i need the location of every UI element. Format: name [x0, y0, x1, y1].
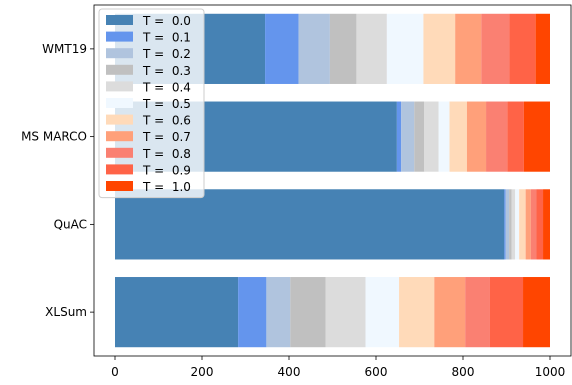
y-tick-label: WMT19 — [42, 42, 87, 56]
bar-ms-marco-t4 — [424, 101, 439, 172]
bar-ms-marco-t8 — [486, 101, 508, 172]
x-tick-label: 200 — [191, 365, 214, 379]
legend-swatch — [106, 181, 133, 191]
bar-xlsum-t0 — [115, 277, 239, 348]
bar-ms-marco-t1 — [396, 101, 402, 172]
bar-wmt19-t4 — [356, 13, 387, 84]
bar-wmt19-t2 — [298, 13, 330, 84]
bar-xlsum-t2 — [266, 277, 291, 348]
bar-quac-t6 — [519, 189, 526, 260]
bar-xlsum-t8 — [465, 277, 490, 348]
legend-label: T = 0.8 — [142, 147, 191, 161]
bar-xlsum-t9 — [489, 277, 524, 348]
bar-ms-marco-t2 — [401, 101, 415, 172]
legend-label: T = 0.7 — [142, 130, 191, 144]
bar-ms-marco-t5 — [438, 101, 450, 172]
legend-label: T = 0.9 — [142, 163, 191, 177]
bar-xlsum-t10 — [523, 277, 550, 348]
bars-layer — [115, 13, 550, 348]
legend-swatch — [106, 81, 133, 92]
legend-label: T = 0.5 — [142, 97, 191, 111]
legend-swatch — [106, 98, 133, 108]
plot-frame — [93, 4, 572, 357]
legend-swatch — [106, 164, 133, 175]
legend-label: T = 0.3 — [142, 64, 191, 78]
axes-layer: 0 200 400 600 800 1000 WMT19 MS MARCO QuAC XLSum — [21, 4, 572, 379]
legend: T = 0.0 T = 0.1 T = 0.2 T = 0.3 T = 0.4 T = 0… — [98, 8, 205, 199]
bar-ms-marco-t10 — [523, 101, 550, 172]
bar-quac-t4 — [511, 189, 516, 260]
bar-ms-marco-t9 — [507, 101, 524, 172]
bar-xlsum-t1 — [238, 277, 267, 348]
bar-quac-t9 — [536, 189, 544, 260]
bar-wmt19-t7 — [455, 13, 482, 84]
legend-swatch — [106, 131, 133, 142]
x-tick-label: 1000 — [535, 365, 566, 379]
legend-label: T = 0.2 — [142, 47, 191, 61]
bar-quac-t7 — [525, 189, 531, 260]
bar-xlsum-t3 — [290, 277, 326, 348]
y-tick-label: QuAC — [54, 217, 87, 231]
legend-swatch — [106, 147, 133, 158]
legend-label: T = 0.6 — [142, 114, 191, 128]
legend-swatch — [106, 31, 133, 42]
bar-ms-marco-t7 — [466, 101, 487, 172]
bar-quac-t1 — [504, 189, 506, 260]
bar-wmt19-t9 — [509, 13, 536, 84]
bar-wmt19-t5 — [386, 13, 424, 84]
bar-xlsum-t7 — [434, 277, 466, 348]
x-tick-label: 0 — [111, 365, 119, 379]
legend-swatch — [106, 15, 133, 25]
x-tick-label: 400 — [278, 365, 301, 379]
bar-quac-t2 — [505, 189, 510, 260]
bar-xlsum-t4 — [325, 277, 366, 348]
x-tick-label: 600 — [365, 365, 388, 379]
bar-quac-t8 — [530, 189, 537, 260]
legend-swatch — [106, 114, 133, 125]
y-tick-label: XLSum — [45, 305, 87, 319]
legend-label: T = 1.0 — [142, 180, 191, 194]
bar-ms-marco-t6 — [449, 101, 467, 172]
bar-wmt19-t3 — [329, 13, 357, 84]
bar-wmt19-t1 — [265, 13, 299, 84]
bar-wmt19-t10 — [535, 13, 550, 84]
y-tick-label: MS MARCO — [21, 130, 87, 144]
bar-wmt19-t8 — [481, 13, 510, 84]
bar-xlsum-t5 — [365, 277, 400, 348]
bar-quac-t5 — [515, 189, 520, 260]
legend-swatch — [106, 48, 133, 59]
legend-label: T = 0.0 — [142, 14, 191, 28]
bar-quac-t3 — [509, 189, 512, 260]
x-tick-label: 800 — [452, 365, 475, 379]
bar-ms-marco-t3 — [414, 101, 425, 172]
bar-quac-t0 — [115, 189, 505, 260]
legend-label: T = 0.4 — [142, 80, 191, 94]
bar-xlsum-t6 — [399, 277, 435, 348]
legend-swatch — [106, 64, 133, 75]
bar-quac-t10 — [543, 189, 550, 260]
bar-wmt19-t6 — [423, 13, 456, 84]
legend-label: T = 0.1 — [142, 31, 191, 45]
